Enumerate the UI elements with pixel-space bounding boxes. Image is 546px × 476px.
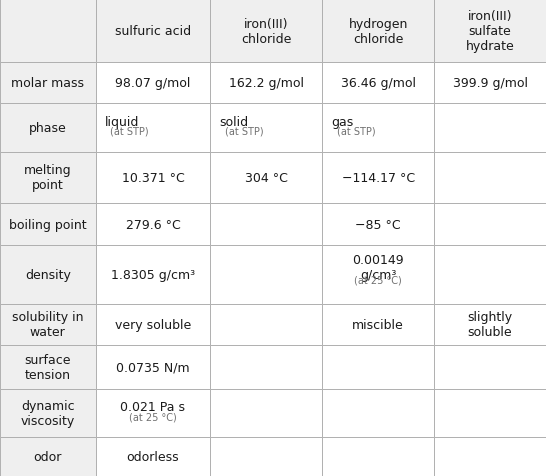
Text: dynamic
viscosity: dynamic viscosity: [21, 399, 75, 427]
Text: −114.17 °C: −114.17 °C: [342, 171, 414, 185]
Bar: [210, 0, 322, 63]
Text: iron(III)
chloride: iron(III) chloride: [241, 18, 292, 46]
Text: (at 25 °C): (at 25 °C): [354, 275, 402, 285]
Text: 0.00149
g/cm³: 0.00149 g/cm³: [352, 253, 404, 281]
Text: 0.021 Pa s: 0.021 Pa s: [120, 400, 186, 413]
Text: (at 25 °C): (at 25 °C): [129, 412, 177, 422]
Bar: [322, 153, 434, 203]
Bar: [96, 203, 210, 246]
Text: miscible: miscible: [352, 318, 404, 331]
Bar: [96, 246, 210, 304]
Bar: [210, 246, 322, 304]
Text: hydrogen
chloride: hydrogen chloride: [348, 18, 408, 46]
Text: iron(III)
sulfate
hydrate: iron(III) sulfate hydrate: [466, 10, 514, 53]
Bar: [322, 246, 434, 304]
Text: gas: gas: [331, 116, 353, 129]
Bar: [210, 153, 322, 203]
Text: surface
tension: surface tension: [25, 353, 71, 381]
Text: solubility in
water: solubility in water: [12, 311, 84, 338]
Bar: [434, 246, 546, 304]
Bar: [434, 304, 546, 345]
Bar: [96, 0, 210, 63]
Bar: [434, 153, 546, 203]
Bar: [322, 203, 434, 246]
Bar: [0, 345, 96, 389]
Text: odor: odor: [34, 450, 62, 463]
Bar: [0, 246, 96, 304]
Text: solid: solid: [219, 116, 248, 129]
Bar: [96, 304, 210, 345]
Bar: [434, 0, 546, 63]
Text: (at STP): (at STP): [225, 127, 263, 137]
Bar: [96, 104, 210, 153]
Text: 0.0735 N/m: 0.0735 N/m: [116, 360, 189, 374]
Text: 10.371 °C: 10.371 °C: [122, 171, 184, 185]
Text: (at STP): (at STP): [110, 127, 149, 137]
Bar: [96, 63, 210, 104]
Text: slightly
soluble: slightly soluble: [467, 311, 513, 338]
Bar: [210, 104, 322, 153]
Bar: [322, 63, 434, 104]
Bar: [96, 153, 210, 203]
Text: 1.8305 g/cm³: 1.8305 g/cm³: [111, 268, 195, 281]
Text: 399.9 g/mol: 399.9 g/mol: [453, 77, 527, 90]
Text: 304 °C: 304 °C: [245, 171, 288, 185]
Bar: [322, 304, 434, 345]
Bar: [210, 437, 322, 476]
Bar: [434, 203, 546, 246]
Text: (at STP): (at STP): [337, 127, 375, 137]
Bar: [322, 0, 434, 63]
Bar: [210, 389, 322, 437]
Bar: [322, 389, 434, 437]
Text: sulfuric acid: sulfuric acid: [115, 25, 191, 38]
Text: 98.07 g/mol: 98.07 g/mol: [115, 77, 191, 90]
Bar: [210, 63, 322, 104]
Bar: [210, 345, 322, 389]
Text: density: density: [25, 268, 71, 281]
Bar: [434, 63, 546, 104]
Bar: [96, 345, 210, 389]
Bar: [0, 104, 96, 153]
Bar: [96, 389, 210, 437]
Text: melting
point: melting point: [24, 164, 72, 192]
Bar: [0, 63, 96, 104]
Text: 36.46 g/mol: 36.46 g/mol: [341, 77, 416, 90]
Text: very soluble: very soluble: [115, 318, 191, 331]
Bar: [434, 104, 546, 153]
Bar: [0, 389, 96, 437]
Bar: [0, 153, 96, 203]
Bar: [0, 304, 96, 345]
Text: molar mass: molar mass: [11, 77, 84, 90]
Bar: [210, 304, 322, 345]
Bar: [322, 104, 434, 153]
Bar: [0, 437, 96, 476]
Text: boiling point: boiling point: [9, 218, 87, 231]
Bar: [434, 389, 546, 437]
Text: −85 °C: −85 °C: [355, 218, 401, 231]
Text: odorless: odorless: [127, 450, 179, 463]
Bar: [96, 437, 210, 476]
Text: 279.6 °C: 279.6 °C: [126, 218, 180, 231]
Bar: [322, 345, 434, 389]
Bar: [434, 345, 546, 389]
Text: 162.2 g/mol: 162.2 g/mol: [229, 77, 304, 90]
Text: liquid: liquid: [105, 116, 139, 129]
Text: phase: phase: [29, 122, 67, 135]
Bar: [434, 437, 546, 476]
Bar: [0, 0, 96, 63]
Bar: [210, 203, 322, 246]
Bar: [322, 437, 434, 476]
Bar: [0, 203, 96, 246]
